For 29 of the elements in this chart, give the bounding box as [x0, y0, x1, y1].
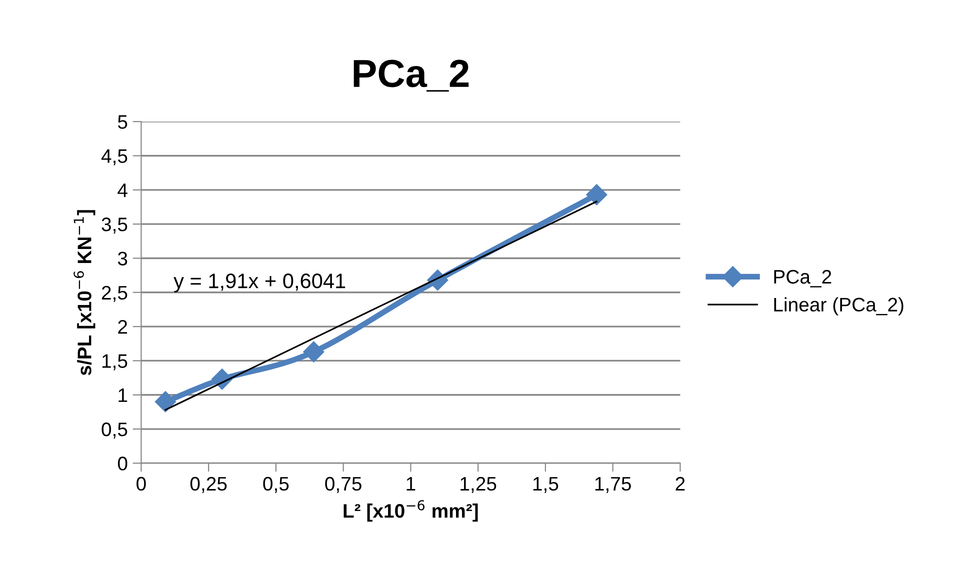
y-tick-label: 5 [118, 115, 128, 129]
x-tick-label: 1 [406, 477, 416, 490]
y-tick-label: 3,5 [102, 218, 128, 234]
x-tick-label: 1,25 [460, 476, 496, 493]
y-tick-label: 2 [118, 320, 128, 334]
y-tick-label: 3 [118, 252, 128, 266]
x-axis-title: L² [x10$^{−6}$ mm²] [344, 500, 478, 522]
annotation: y = 1,91x + 0,6041 [174, 274, 346, 292]
point [586, 184, 608, 206]
chart-title: PCa_2 [354, 60, 469, 92]
y-tick-label: 1,5 [102, 354, 128, 370]
x-tick-label: 1,75 [595, 477, 631, 493]
x-tick-label: 0 [136, 476, 146, 491]
legend-label: Linear (PCa_2) [774, 297, 904, 316]
y-tick-label: 2,5 [102, 286, 128, 302]
x-tick-label: 2 [676, 476, 685, 490]
y-axis-title: s/PL [x10$^{−6}$ KN$^{−1}$] [74, 210, 96, 376]
y-tick-label: 4 [118, 184, 128, 197]
y-tick-label: 4,5 [101, 149, 128, 166]
y-tick-label: 1 [118, 388, 128, 402]
y-tick-label: 0,5 [102, 422, 128, 439]
point [303, 341, 324, 362]
y-tick-label: 0 [118, 456, 128, 470]
legend-label: PCa_2 [774, 270, 832, 288]
x-tick-label: 0,75 [325, 476, 362, 493]
x-tick-label: 0,5 [263, 476, 289, 493]
x-tick-label: 1,5 [533, 477, 558, 493]
point [154, 391, 176, 412]
x-tick-label: 0,25 [190, 476, 227, 493]
